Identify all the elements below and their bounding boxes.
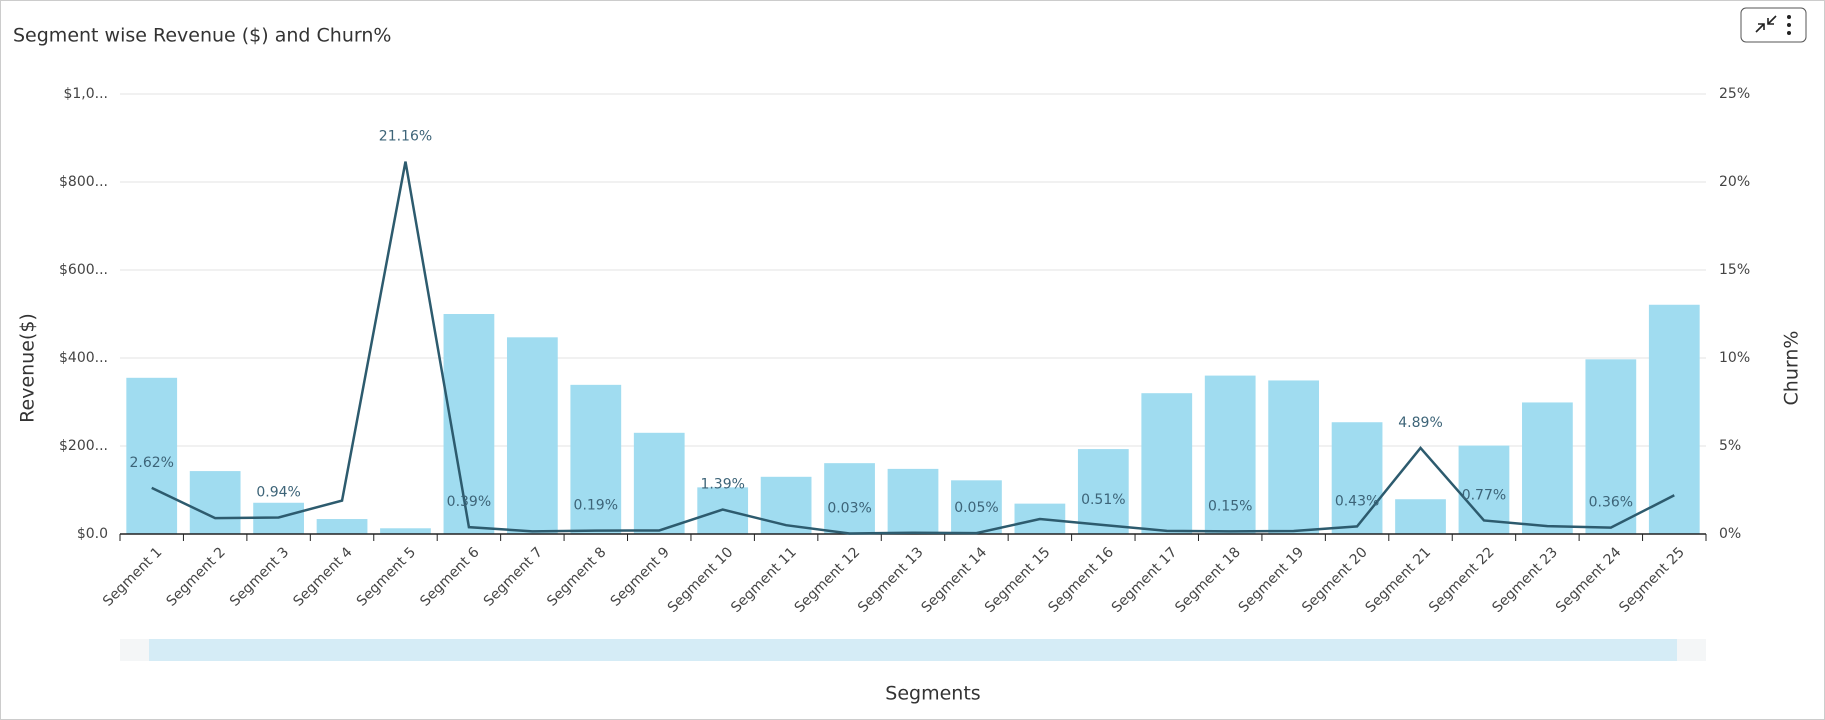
bar	[1395, 499, 1446, 534]
bar	[1141, 393, 1193, 534]
data-label: 4.89%	[1398, 415, 1442, 431]
data-label: 0.43%	[1335, 493, 1379, 509]
y2-tick-label: 20%	[1719, 174, 1750, 190]
data-label: 0.03%	[827, 500, 871, 516]
data-label: 0.39%	[447, 494, 491, 510]
scrollbar[interactable]	[120, 639, 1706, 661]
y-tick-label: $400...	[59, 350, 108, 366]
bar	[1585, 359, 1637, 534]
bar	[570, 384, 622, 534]
y2-axis-title: Churn%	[1781, 331, 1803, 406]
menu-icon[interactable]	[1787, 15, 1791, 35]
data-label: 0.36%	[1589, 495, 1633, 511]
toolbar	[1740, 7, 1807, 43]
data-label: 1.39%	[700, 477, 744, 493]
y2-tick-label: 5%	[1719, 438, 1741, 454]
y-tick-label: $0.0	[77, 526, 108, 542]
bar	[189, 471, 241, 534]
bar	[1648, 304, 1700, 534]
bar	[1522, 402, 1573, 534]
y2-tick-label: 0%	[1719, 526, 1741, 542]
bar	[126, 377, 178, 534]
data-label: 0.77%	[1462, 487, 1506, 503]
y-tick-label: $200...	[59, 438, 108, 454]
bar	[1204, 375, 1256, 534]
bar	[951, 480, 1002, 534]
data-label: 0.51%	[1081, 492, 1125, 508]
y-axis-title: Revenue($)	[17, 313, 39, 423]
y-tick-label: $1,0...	[63, 86, 108, 102]
collapse-icon[interactable]	[1755, 15, 1777, 33]
bar	[1077, 449, 1129, 534]
bar	[887, 468, 939, 534]
data-label: 0.19%	[574, 498, 618, 514]
y2-tick-label: 10%	[1719, 350, 1750, 366]
toolbar-box	[1740, 7, 1807, 43]
data-label: 0.15%	[1208, 498, 1252, 514]
y2-tick-label: 25%	[1719, 86, 1750, 102]
bar	[633, 432, 685, 534]
bar	[824, 463, 875, 534]
x-axis-title: Segments	[885, 683, 980, 705]
y2-tick-label: 15%	[1719, 262, 1750, 278]
data-label: 2.62%	[129, 455, 173, 471]
y-tick-label: $800...	[59, 174, 108, 190]
bar	[316, 519, 368, 534]
scroll-thumb[interactable]	[149, 639, 1677, 661]
y-tick-label: $600...	[59, 262, 108, 278]
line	[151, 161, 1675, 535]
data-label: 21.16%	[379, 129, 432, 145]
bar	[506, 337, 558, 534]
data-label: 0.94%	[256, 484, 300, 500]
bar	[1268, 380, 1320, 534]
data-label: 0.05%	[954, 500, 998, 516]
bar	[1331, 422, 1383, 534]
chart-title: Segment wise Revenue ($) and Churn%	[13, 25, 391, 47]
bar	[380, 528, 431, 534]
